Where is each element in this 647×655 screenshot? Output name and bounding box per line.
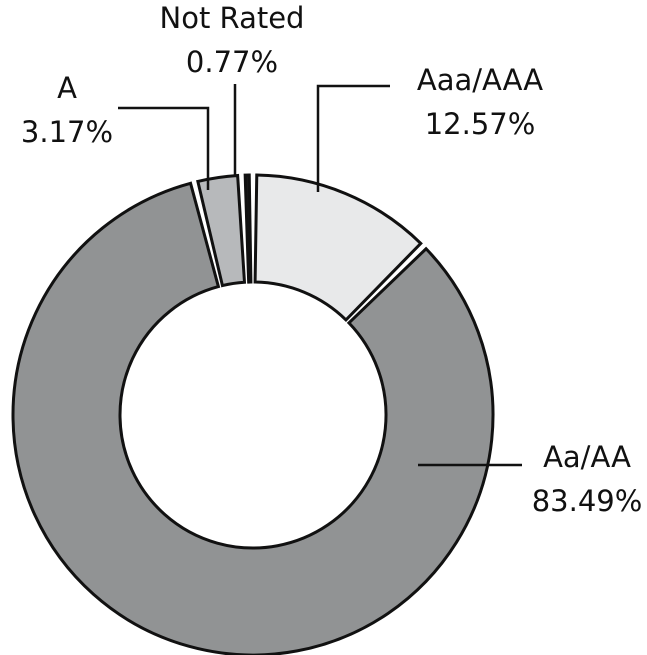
slice-not-rated bbox=[243, 173, 253, 284]
slice-aaa bbox=[253, 173, 423, 323]
label-name-aaa: Aaa/AAA bbox=[417, 63, 543, 97]
label-value-a: 3.17% bbox=[21, 115, 113, 149]
label-name-not-rated: Not Rated bbox=[160, 1, 305, 35]
leader-lines-group bbox=[118, 84, 522, 467]
label-name-aa: Aa/AA bbox=[543, 440, 631, 474]
leader-a bbox=[118, 106, 210, 190]
slices-group bbox=[11, 173, 495, 655]
slice-aa bbox=[11, 181, 495, 655]
leader-aaa bbox=[316, 84, 390, 192]
slice-a bbox=[196, 173, 247, 288]
label-name-a: A bbox=[57, 71, 77, 105]
label-value-aa: 83.49% bbox=[532, 484, 643, 518]
label-value-not-rated: 0.77% bbox=[186, 45, 278, 79]
label-value-aaa: 12.57% bbox=[425, 107, 536, 141]
